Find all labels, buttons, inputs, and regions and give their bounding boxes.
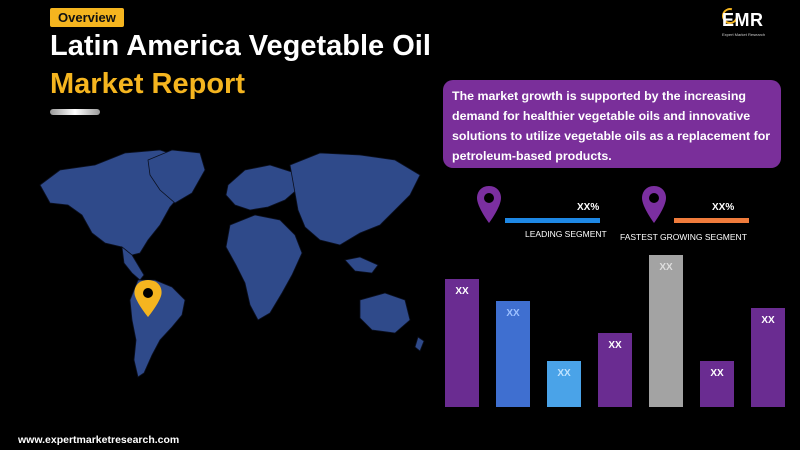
bar-3-label: XX: [557, 368, 571, 379]
fastest-growing-segment-label: FASTEST GROWING SEGMENT: [620, 232, 747, 242]
logo-tagline: Expert Market Research: [722, 32, 766, 37]
leading-segment-value: XX%: [577, 202, 600, 213]
bar-4: XX: [598, 333, 632, 407]
footer-url: www.expertmarketresearch.com: [18, 434, 180, 446]
page-title-line1: Latin America Vegetable Oil: [50, 30, 431, 62]
bar-5: XX: [649, 255, 683, 407]
segment-bar-chart: XX XX XX XX XX XX XX: [445, 255, 785, 407]
bar-2-label: XX: [506, 308, 520, 319]
europe-shape: [225, 164, 301, 211]
page-title-line2: Market Report: [50, 68, 245, 100]
bar-2: XX: [496, 301, 530, 407]
bar-6-label: XX: [710, 368, 724, 379]
central-america-shape: [121, 246, 145, 281]
bar-4-label: XX: [608, 340, 622, 351]
africa-shape: [225, 214, 303, 321]
latin-america-marker-icon: [134, 280, 162, 317]
bar-1: XX: [445, 279, 479, 407]
market-growth-callout: The market growth is supported by the in…: [443, 80, 781, 168]
asia-shape: [289, 152, 421, 246]
bar-1-label: XX: [455, 286, 469, 297]
bar-7-label: XX: [761, 315, 775, 326]
overview-badge: Overview: [50, 8, 124, 27]
bar-5-label: XX: [659, 262, 673, 273]
australia-shape: [359, 292, 411, 334]
fastest-growing-segment-value: XX%: [712, 202, 735, 213]
leading-segment-line: [505, 218, 600, 223]
location-pin-icon: [477, 186, 501, 223]
fastest-growing-segment-line: [674, 218, 749, 223]
logo-mark: EMR: [722, 10, 764, 30]
southeast-asia-shape: [344, 256, 379, 274]
emr-logo: EMR Expert Market Research: [719, 5, 784, 42]
title-underline: [50, 109, 100, 115]
location-pin-icon: [642, 186, 666, 223]
bar-6: XX: [700, 361, 734, 407]
bar-7: XX: [751, 308, 785, 407]
leading-segment-label: LEADING SEGMENT: [525, 229, 607, 239]
new-zealand-shape: [414, 336, 425, 352]
greenland-shape: [147, 149, 206, 204]
world-map: [39, 149, 425, 378]
bar-3: XX: [547, 361, 581, 407]
